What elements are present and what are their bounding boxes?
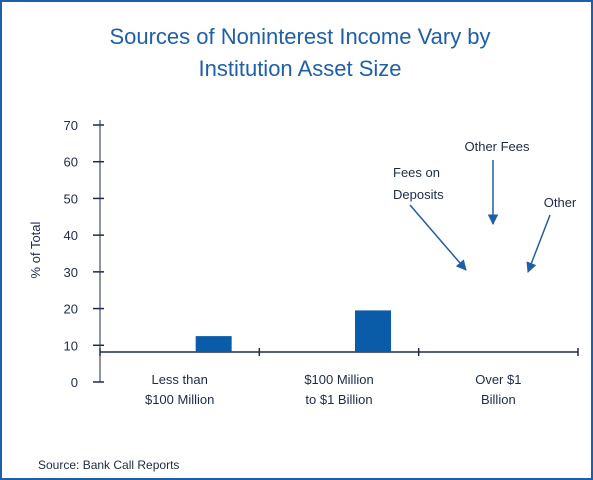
- x-tick-label: $100 Million to $1 Billion: [304, 372, 373, 407]
- y-tick-label: 0: [71, 375, 78, 390]
- y-tick-label: 20: [64, 302, 78, 317]
- annotation: Fees on Deposits: [393, 165, 444, 202]
- y-tick-label: 60: [64, 155, 78, 170]
- arrow: [409, 204, 467, 271]
- bar: [355, 310, 391, 352]
- y-tick-label: 50: [64, 191, 78, 206]
- bar: [195, 336, 232, 352]
- source: Source: Bank Call Reports: [38, 458, 179, 472]
- arrows: [409, 160, 551, 273]
- annotation: Other: [544, 195, 577, 210]
- x-tick-label: Over $1 Billion: [475, 372, 521, 407]
- annotation: Other Fees: [464, 139, 530, 154]
- x-tick-label: Less than $100 Million: [145, 372, 214, 407]
- y-axis-label: % of Total: [28, 221, 43, 278]
- arrow: [526, 214, 551, 273]
- y-tick-label: 30: [64, 265, 78, 280]
- chart-title: Sources of Noninterest Income Vary by Ins…: [109, 24, 490, 81]
- y-tick-label: 40: [64, 228, 78, 243]
- y-tick-label: 70: [64, 118, 78, 133]
- y-tick-label: 10: [64, 338, 78, 353]
